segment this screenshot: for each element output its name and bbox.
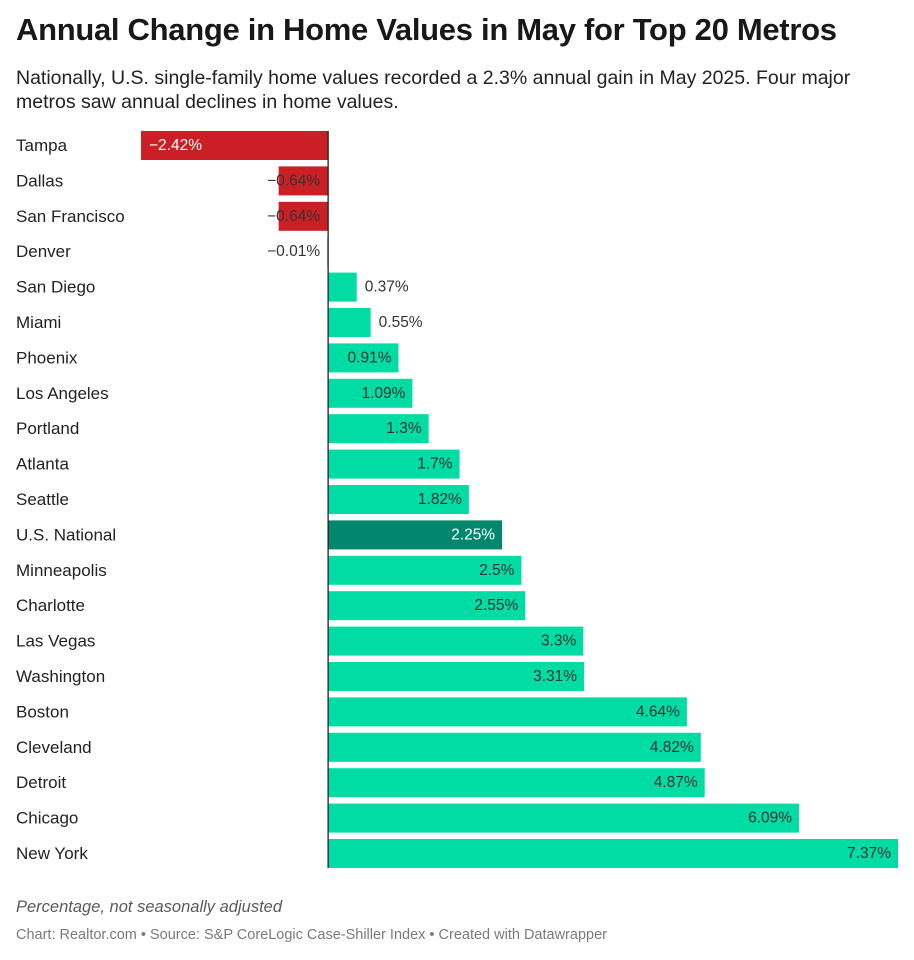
- value-label-miami: 0.55%: [379, 314, 423, 331]
- category-label-miami: Miami: [16, 313, 61, 332]
- value-label-detroit: 4.87%: [654, 774, 698, 791]
- value-label-las-vegas: 3.3%: [541, 633, 577, 650]
- bar-atlanta: [328, 449, 460, 479]
- category-label-new-york: New York: [16, 844, 88, 863]
- value-label-los-angeles: 1.09%: [361, 385, 405, 402]
- bar-san-francisco: [278, 201, 329, 231]
- value-label-minneapolis: 2.5%: [479, 562, 515, 579]
- category-label-detroit: Detroit: [16, 773, 66, 792]
- category-label-las-vegas: Las Vegas: [16, 632, 95, 651]
- value-label-san-diego: 0.37%: [365, 279, 409, 296]
- bar-tampa: [141, 131, 329, 160]
- value-label-denver: −0.01%: [267, 243, 320, 260]
- category-label-san-diego: San Diego: [16, 278, 95, 297]
- bar-miami: [328, 308, 371, 337]
- bar-detroit: [328, 768, 705, 798]
- chart-note: Percentage, not seasonally adjusted: [16, 898, 283, 916]
- chart-subtitle: Nationally, U.S. single-family home valu…: [16, 67, 851, 113]
- bar-seattle: [328, 485, 469, 514]
- bar-boston: [328, 697, 687, 727]
- value-label-new-york: 7.37%: [847, 845, 891, 862]
- value-label-washington: 3.31%: [533, 668, 577, 685]
- bar-minneapolis: [328, 555, 522, 585]
- bar-cleveland: [328, 732, 701, 762]
- category-label-portland: Portland: [16, 419, 79, 438]
- chart-footer: Chart: Realtor.com • Source: S&P CoreLog…: [16, 927, 607, 943]
- value-label-tampa: −2.42%: [149, 137, 202, 154]
- value-label-chicago: 6.09%: [748, 810, 792, 827]
- bar-portland: [328, 414, 429, 444]
- category-label-minneapolis: Minneapolis: [16, 561, 107, 580]
- value-label-boston: 4.64%: [636, 703, 680, 720]
- value-label-dallas: −0.64%: [267, 172, 320, 189]
- category-label-tampa: Tampa: [16, 136, 68, 155]
- category-label-atlanta: Atlanta: [16, 455, 69, 474]
- category-label-washington: Washington: [16, 667, 105, 686]
- bar-chicago: [328, 803, 800, 833]
- value-label-u-s-national: 2.25%: [451, 526, 495, 543]
- value-label-charlotte: 2.55%: [474, 597, 518, 614]
- category-label-charlotte: Charlotte: [16, 596, 85, 615]
- category-label-boston: Boston: [16, 702, 69, 721]
- bar-new-york: [328, 839, 898, 868]
- category-label-los-angeles: Los Angeles: [16, 384, 109, 403]
- bar-charlotte: [328, 591, 526, 621]
- bar-dallas: [278, 166, 329, 196]
- category-label-u-s-national: U.S. National: [16, 525, 116, 544]
- value-label-phoenix: 0.91%: [348, 349, 392, 366]
- bar-san-diego: [328, 272, 357, 302]
- category-label-seattle: Seattle: [16, 490, 69, 509]
- bar-u-s-national: [328, 520, 503, 550]
- value-label-seattle: 1.82%: [418, 491, 462, 508]
- bar-las-vegas: [328, 626, 584, 656]
- category-label-san-francisco: San Francisco: [16, 207, 125, 226]
- bar-phoenix: [328, 343, 399, 373]
- value-label-san-francisco: −0.64%: [267, 208, 320, 225]
- bar-washington: [328, 662, 585, 691]
- category-label-cleveland: Cleveland: [16, 738, 92, 757]
- bar-los-angeles: [328, 378, 413, 408]
- category-label-chicago: Chicago: [16, 809, 78, 828]
- bar-chart: Tampa −2.42% Dallas −0.64% San Francisco −0.6…: [16, 131, 898, 868]
- category-label-denver: Denver: [16, 242, 71, 261]
- category-label-dallas: Dallas: [16, 171, 63, 190]
- chart-title: Annual Change in Home Values in May for …: [16, 12, 837, 47]
- value-label-portland: 1.3%: [386, 420, 422, 437]
- value-label-cleveland: 4.82%: [650, 739, 694, 756]
- value-label-atlanta: 1.7%: [417, 456, 453, 473]
- category-label-phoenix: Phoenix: [16, 348, 78, 367]
